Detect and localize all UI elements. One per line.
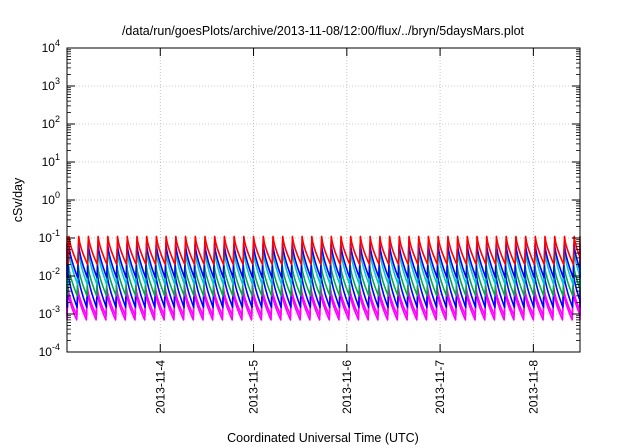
x-axis-label: Coordinated Universal Time (UTC) <box>227 431 419 445</box>
y-tick-label: 10-4 <box>39 342 60 359</box>
y-tick-label: 100 <box>42 190 60 207</box>
y-tick-label: 101 <box>42 152 60 169</box>
y-tick-label: 102 <box>42 114 60 131</box>
chart-title: /data/run/goesPlots/archive/2013-11-08/1… <box>122 24 525 38</box>
series-group <box>66 235 581 321</box>
x-tick-label: 2013-11-8 <box>526 360 540 414</box>
series-line-7 <box>66 235 581 266</box>
y-tick-label: 103 <box>42 76 60 93</box>
x-tick-label: 2013-11-4 <box>153 360 167 414</box>
x-tick-label: 2013-11-7 <box>433 360 447 414</box>
y-tick-label: 10-1 <box>39 228 60 245</box>
y-tick-label: 10-3 <box>39 304 60 321</box>
y-tick-label: 10-2 <box>39 266 60 283</box>
y-tick-label: 104 <box>42 38 60 55</box>
y-axis-label: cSv/day <box>11 177 25 222</box>
x-tick-label: 2013-11-6 <box>340 360 354 414</box>
x-tick-label: 2013-11-5 <box>247 360 261 414</box>
ticks: 104 103 102 101 100 10-1 10-2 10-3 10-4 2013-11-4… <box>39 38 580 414</box>
